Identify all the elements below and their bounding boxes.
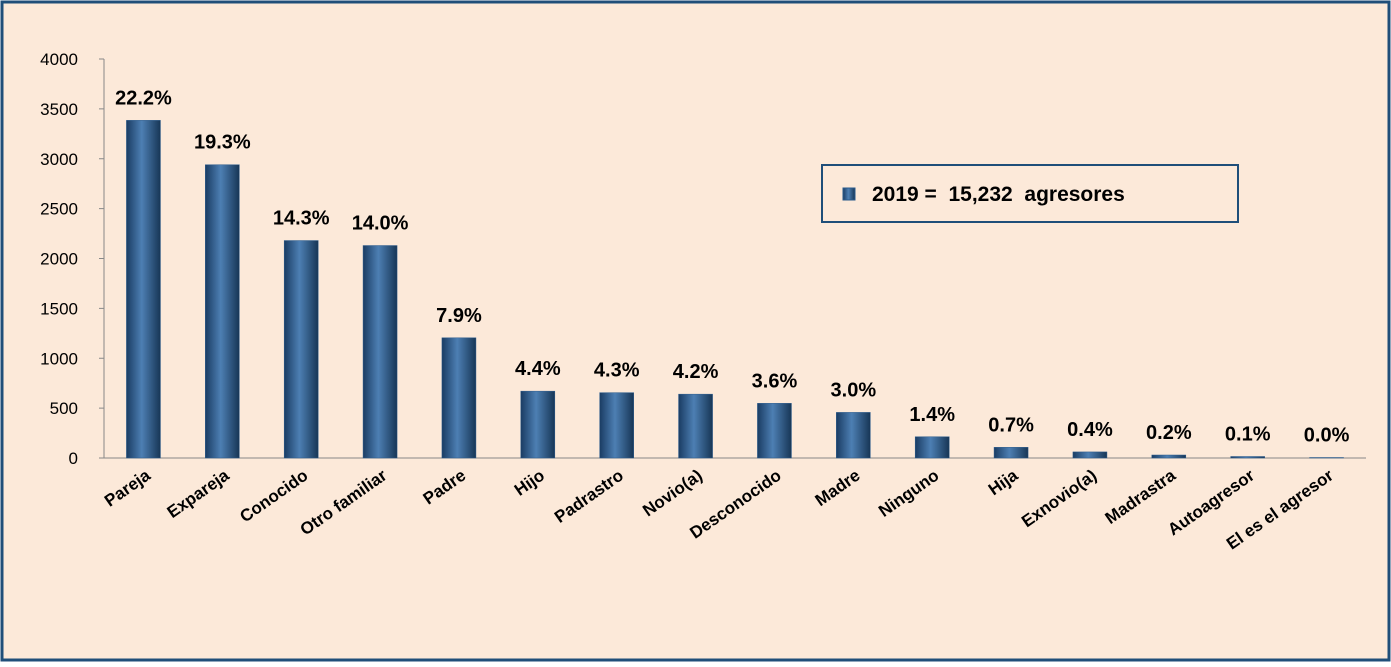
bar bbox=[442, 338, 476, 458]
bar bbox=[126, 120, 160, 458]
bar bbox=[1152, 455, 1186, 458]
data-label: 4.4% bbox=[515, 358, 561, 380]
y-tick-label: 1000 bbox=[40, 349, 78, 368]
y-tick-label: 2000 bbox=[40, 250, 78, 269]
bar bbox=[994, 447, 1028, 458]
data-label: 0.7% bbox=[988, 414, 1034, 436]
bar bbox=[600, 393, 634, 458]
bar bbox=[836, 412, 870, 458]
bar bbox=[363, 246, 397, 458]
data-label: 3.6% bbox=[752, 370, 798, 392]
y-tick-label: 0 bbox=[69, 449, 78, 468]
data-label: 22.2% bbox=[115, 87, 172, 109]
bar bbox=[521, 391, 555, 458]
data-label: 1.4% bbox=[909, 404, 955, 426]
y-tick-label: 500 bbox=[50, 399, 78, 418]
bar bbox=[1073, 452, 1107, 458]
data-label: 0.2% bbox=[1146, 422, 1192, 444]
bar bbox=[679, 394, 713, 458]
bar bbox=[757, 403, 791, 458]
data-label: 4.2% bbox=[673, 361, 719, 383]
bar bbox=[915, 437, 949, 458]
data-label: 4.3% bbox=[594, 360, 640, 382]
bar bbox=[284, 241, 318, 458]
y-tick-label: 3500 bbox=[40, 100, 78, 119]
y-tick-label: 2500 bbox=[40, 200, 78, 219]
data-label: 7.9% bbox=[436, 305, 482, 327]
data-label: 3.0% bbox=[831, 379, 877, 401]
data-label: 0.1% bbox=[1225, 424, 1271, 446]
legend-swatch bbox=[843, 188, 855, 200]
bar bbox=[1231, 457, 1265, 458]
data-label: 0.4% bbox=[1067, 419, 1113, 441]
data-label: 19.3% bbox=[194, 132, 251, 154]
data-label: 0.0% bbox=[1304, 425, 1350, 447]
data-label: 14.0% bbox=[352, 213, 409, 235]
y-tick-label: 1500 bbox=[40, 299, 78, 318]
legend-label: 2019 = 15,232 agresores bbox=[872, 183, 1125, 206]
data-label: 14.3% bbox=[273, 208, 330, 230]
y-tick-label: 4000 bbox=[40, 50, 78, 69]
legend: 2019 = 15,232 agresores bbox=[822, 165, 1238, 222]
y-tick-label: 3000 bbox=[40, 150, 78, 169]
bar bbox=[205, 165, 239, 458]
